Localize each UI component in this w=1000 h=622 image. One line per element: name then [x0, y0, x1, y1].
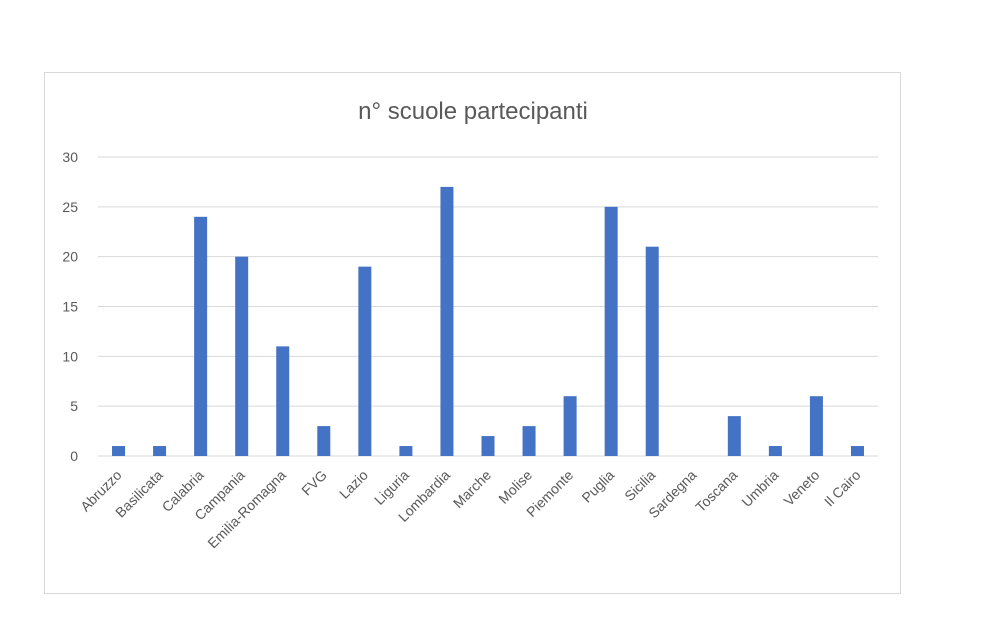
chart-title: n° scuole partecipanti: [358, 98, 588, 125]
bar-basilicata: [153, 446, 167, 456]
x-tick-label: FVG: [298, 467, 330, 499]
bar-molise: [522, 426, 536, 456]
y-tick-label: 15: [62, 299, 78, 315]
bar-sicilia: [645, 246, 659, 456]
y-tick-label: 30: [62, 149, 78, 165]
bar-lombardia: [440, 186, 454, 456]
x-tick-label: Emilia-Romagna: [204, 467, 289, 552]
y-tick-label: 0: [70, 448, 78, 464]
x-tick-label: Toscana: [692, 467, 740, 515]
bar-abruzzo: [112, 446, 126, 456]
bar-liguria: [399, 446, 413, 456]
y-tick-label: 5: [70, 398, 78, 414]
bar-calabria: [194, 216, 208, 456]
bar-umbria: [768, 446, 782, 456]
x-tick-label: Veneto: [780, 467, 822, 509]
x-tick-label: Marche: [450, 467, 494, 511]
x-tick-label: Il Cairo: [821, 467, 864, 510]
y-tick-label: 10: [62, 348, 78, 364]
bar-campania: [235, 256, 249, 456]
bars: [112, 186, 864, 456]
y-tick-label: 20: [62, 249, 78, 265]
bar-chart: n° scuole partecipanti 0 5 10 15 20 25 30 Abru…: [62, 98, 878, 552]
bar-lazio: [358, 266, 372, 456]
bar-toscana: [727, 416, 741, 456]
x-tick-label: Umbria: [738, 467, 781, 510]
bar-fvg: [317, 426, 331, 456]
chart-frame: n° scuole partecipanti 0 5 10 15 20 25 30 Abru…: [44, 72, 901, 594]
bar-il-cairo: [850, 446, 864, 456]
y-axis-tick-labels: 0 5 10 15 20 25 30: [62, 149, 78, 464]
gridlines: [98, 156, 878, 457]
bar-veneto: [809, 396, 823, 456]
bar-marche: [481, 436, 495, 456]
x-axis-tick-labels: AbruzzoBasilicataCalabriaCampaniaEmilia-…: [77, 467, 864, 552]
x-tick-label: Puglia: [578, 467, 617, 506]
bar-piemonte: [563, 396, 577, 456]
y-tick-label: 25: [62, 199, 78, 215]
x-tick-label: Molise: [495, 467, 535, 507]
x-tick-label: Sicilia: [621, 467, 658, 504]
bar-puglia: [604, 206, 618, 456]
x-tick-label: Lazio: [336, 467, 371, 502]
bar-emilia-romagna: [276, 346, 290, 456]
